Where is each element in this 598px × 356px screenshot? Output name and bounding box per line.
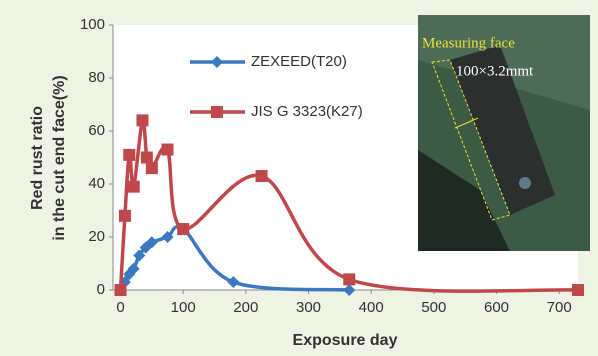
- square-marker: [211, 106, 223, 118]
- y-tick-label: 40: [88, 175, 105, 192]
- inset-size: 100×3.2mmt: [456, 63, 534, 79]
- y-tick-label: 0: [97, 281, 105, 298]
- square-marker: [572, 284, 584, 296]
- square-marker: [136, 114, 148, 126]
- inset-photo: Measuring face 100×3.2mmt: [418, 15, 590, 251]
- bolt: [519, 177, 531, 189]
- chart: Measuring face 100×3.2mmt Red rust ratio…: [0, 0, 598, 356]
- square-marker: [123, 149, 135, 161]
- square-marker: [115, 284, 127, 296]
- square-marker: [141, 152, 153, 164]
- square-marker: [128, 181, 140, 193]
- legend-label: JIS G 3323(K27): [251, 103, 363, 120]
- y-tick-label: 100: [80, 16, 105, 33]
- y-tick-label: 60: [88, 122, 105, 139]
- x-tick-label: 500: [421, 299, 446, 316]
- x-tick-label: 200: [233, 299, 258, 316]
- x-tick-label: 0: [116, 299, 124, 316]
- y-title-1: Red rust ratio: [29, 106, 46, 210]
- x-tick-label: 100: [171, 299, 196, 316]
- x-tick-label: 400: [359, 299, 384, 316]
- square-marker: [343, 273, 355, 285]
- y-tick-label: 20: [88, 228, 105, 245]
- square-marker: [256, 170, 268, 182]
- x-tick-label: 700: [547, 299, 572, 316]
- x-tick-label: 300: [296, 299, 321, 316]
- x-title: Exposure day: [293, 332, 398, 349]
- square-marker: [162, 144, 174, 156]
- legend-label: ZEXEED(T20): [251, 53, 347, 70]
- square-marker: [177, 223, 189, 235]
- square-marker: [119, 210, 131, 222]
- x-tick-label: 600: [484, 299, 509, 316]
- y-title-2: in the cut end face(%): [51, 75, 68, 240]
- y-tick-label: 80: [88, 69, 105, 86]
- square-marker: [146, 162, 158, 174]
- inset-caption: Measuring face: [422, 35, 515, 51]
